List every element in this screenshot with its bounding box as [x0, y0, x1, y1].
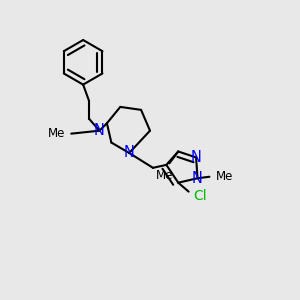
Text: N: N: [192, 171, 203, 186]
Text: Me: Me: [156, 169, 173, 182]
Text: Cl: Cl: [193, 189, 207, 203]
Text: N: N: [124, 146, 135, 160]
Text: Me: Me: [48, 127, 65, 140]
Text: N: N: [190, 150, 202, 165]
Text: Me: Me: [215, 170, 233, 183]
Text: N: N: [94, 123, 105, 138]
